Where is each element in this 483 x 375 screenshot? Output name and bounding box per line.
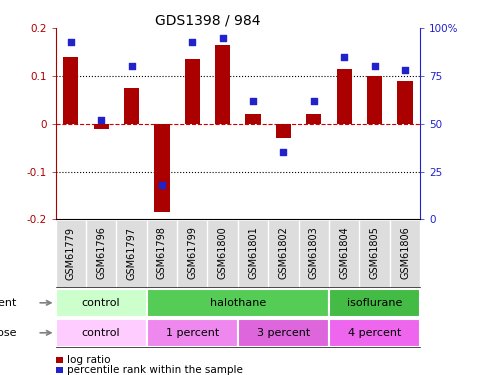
Text: 4 percent: 4 percent <box>348 328 401 338</box>
Text: halothane: halothane <box>210 298 266 308</box>
Bar <box>154 124 170 212</box>
Text: 3 percent: 3 percent <box>257 328 310 338</box>
Text: 1 percent: 1 percent <box>166 328 219 338</box>
Text: agent: agent <box>0 298 17 308</box>
Text: control: control <box>82 298 120 308</box>
Bar <box>306 114 322 124</box>
Point <box>219 35 227 41</box>
Point <box>128 63 135 69</box>
Bar <box>329 319 420 347</box>
Text: GSM61797: GSM61797 <box>127 226 137 279</box>
Bar <box>398 81 412 124</box>
Text: GSM61798: GSM61798 <box>157 226 167 279</box>
Text: GSM61803: GSM61803 <box>309 226 319 279</box>
Bar <box>94 124 109 129</box>
Point <box>67 39 74 45</box>
Point <box>310 98 318 104</box>
Text: GSM61801: GSM61801 <box>248 226 258 279</box>
Text: percentile rank within the sample: percentile rank within the sample <box>67 365 243 375</box>
Point <box>97 117 105 123</box>
Text: GSM61799: GSM61799 <box>187 226 197 279</box>
Text: control: control <box>82 328 120 338</box>
Text: GSM61800: GSM61800 <box>218 226 227 279</box>
Point <box>341 54 348 60</box>
Point <box>371 63 379 69</box>
Bar <box>337 69 352 124</box>
Bar <box>215 45 230 124</box>
Text: dose: dose <box>0 328 17 338</box>
Bar <box>185 59 200 124</box>
Text: GSM61806: GSM61806 <box>400 226 410 279</box>
Text: isoflurane: isoflurane <box>347 298 402 308</box>
Bar <box>63 57 78 124</box>
Bar <box>238 319 329 347</box>
Text: GDS1398 / 984: GDS1398 / 984 <box>155 13 260 27</box>
Text: GSM61804: GSM61804 <box>339 226 349 279</box>
Bar <box>124 88 139 124</box>
Bar <box>245 114 261 124</box>
Point <box>188 39 196 45</box>
Text: GSM61779: GSM61779 <box>66 226 76 279</box>
Point <box>280 149 287 155</box>
Bar <box>147 289 329 317</box>
Point <box>158 182 166 188</box>
Bar <box>329 289 420 317</box>
Point <box>249 98 257 104</box>
Text: GSM61805: GSM61805 <box>369 226 380 279</box>
Text: GSM61796: GSM61796 <box>96 226 106 279</box>
Bar <box>56 319 147 347</box>
Bar <box>367 76 382 124</box>
Bar <box>56 289 147 317</box>
Bar <box>276 124 291 138</box>
Point <box>401 67 409 73</box>
Text: GSM61802: GSM61802 <box>279 226 288 279</box>
Bar <box>147 319 238 347</box>
Text: log ratio: log ratio <box>67 355 110 365</box>
